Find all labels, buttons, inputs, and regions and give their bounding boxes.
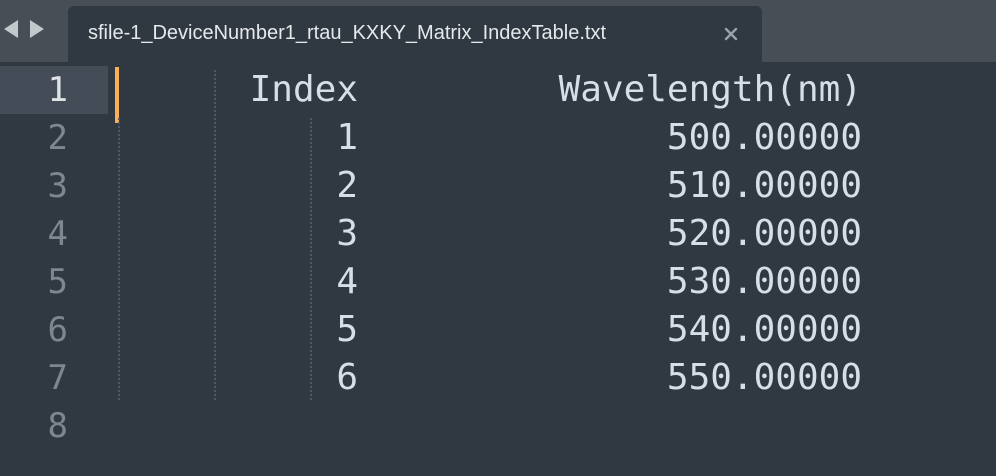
code-line: 5 540.00000 [0,306,996,354]
chevron-right-icon[interactable] [26,14,48,44]
index-cell: 2 [336,165,358,206]
line-number: 1 [47,70,68,110]
code-line: 6 550.00000 [0,354,996,402]
index-cell: 4 [336,261,358,302]
code-line: 2 510.00000 [0,162,996,210]
tab-title: sfile-1_DeviceNumber1_rtau_KXKY_Matrix_I… [88,22,607,44]
indent-guide [118,118,120,400]
wavelength-cell: Wavelength(nm) [558,69,862,110]
wavelength-cell: 520.00000 [666,213,862,254]
text-editor[interactable]: 1 2 3 4 5 6 7 8 Index Wavelength(nm) 1 500.00000 2 5… [0,62,996,476]
close-icon[interactable] [722,25,740,43]
wavelength-cell: 550.00000 [666,357,862,398]
line-number: 8 [47,406,68,446]
code-line: 4 530.00000 [0,258,996,306]
wavelength-cell: 530.00000 [666,261,862,302]
code-line [0,402,996,450]
line-number: 2 [47,118,68,158]
indent-guide [310,118,312,400]
wavelength-cell: 510.00000 [666,165,862,206]
line-number: 3 [47,166,68,206]
index-cell: 1 [336,117,358,158]
active-line-highlight [0,66,108,114]
line-number: 5 [47,262,68,302]
line-number: 7 [47,358,68,398]
line-number: 6 [47,310,68,350]
code-line: 1 500.00000 [0,114,996,162]
index-cell: 5 [336,309,358,350]
index-cell: 6 [336,357,358,398]
indent-guide [214,70,216,400]
tab-bar: sfile-1_DeviceNumber1_rtau_KXKY_Matrix_I… [0,0,996,62]
wavelength-cell: 500.00000 [666,117,862,158]
line-number: 4 [47,214,68,254]
text-caret [115,67,119,123]
line-number-gutter: 1 2 3 4 5 6 7 8 [0,62,108,476]
code-line: Index Wavelength(nm) [0,66,996,114]
tab-file[interactable]: sfile-1_DeviceNumber1_rtau_KXKY_Matrix_I… [68,6,762,62]
code-line: 3 520.00000 [0,210,996,258]
chevron-left-icon[interactable] [0,14,22,44]
index-cell: Index [249,69,358,110]
index-cell: 3 [336,213,358,254]
wavelength-cell: 540.00000 [666,309,862,350]
